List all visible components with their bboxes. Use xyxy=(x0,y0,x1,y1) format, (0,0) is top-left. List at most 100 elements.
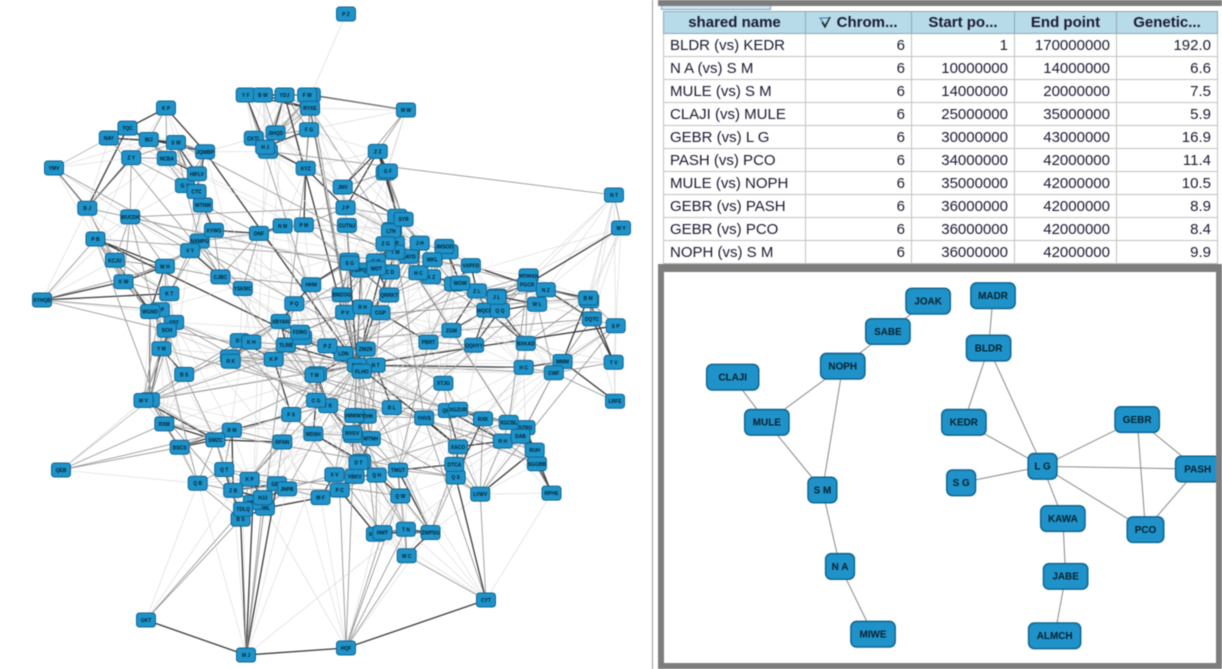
svg-text:R H: R H xyxy=(358,305,367,311)
svg-text:SGGBB: SGGBB xyxy=(528,462,547,468)
svg-text:J H: J H xyxy=(416,241,424,247)
svg-text:LTN: LTN xyxy=(386,229,396,235)
svg-text:TLRB: TLRB xyxy=(279,343,293,349)
svg-text:DAB: DAB xyxy=(515,434,526,440)
svg-text:D T: D T xyxy=(354,461,362,467)
svg-text:BMZOG: BMZOG xyxy=(332,293,351,299)
svg-text:YSKMC: YSKMC xyxy=(234,287,252,293)
svg-text:K H: K H xyxy=(247,340,256,346)
svg-text:S G: S G xyxy=(953,478,970,489)
svg-text:Y F: Y F xyxy=(242,93,250,99)
svg-text:MDSH: MDSH xyxy=(306,432,321,438)
svg-text:JIHQD: JIHQD xyxy=(268,131,284,137)
svg-text:WKL: WKL xyxy=(427,258,438,264)
svg-text:HJJ: HJJ xyxy=(258,496,267,502)
svg-text:NCBA: NCBA xyxy=(160,156,175,162)
svg-text:TDLQ: TDLQ xyxy=(236,507,250,513)
svg-text:G F: G F xyxy=(384,169,392,175)
svg-text:Z L: Z L xyxy=(473,289,481,295)
svg-text:T N: T N xyxy=(402,527,410,533)
svg-text:Q T: Q T xyxy=(220,468,228,474)
svg-text:HHM: HHM xyxy=(306,283,317,289)
svg-text:PCO: PCO xyxy=(1135,525,1157,536)
svg-text:C G: C G xyxy=(312,398,321,404)
svg-text:CTC: CTC xyxy=(191,190,202,196)
svg-text:JQMBP: JQMBP xyxy=(196,150,214,156)
svg-text:VXPFD: VXPFD xyxy=(463,264,480,270)
svg-text:JABE: JABE xyxy=(1052,572,1079,583)
svg-text:RUH: RUH xyxy=(529,448,540,454)
svg-text:M V: M V xyxy=(139,399,149,405)
svg-text:YDJ: YDJ xyxy=(280,93,290,99)
svg-text:CLAJI: CLAJI xyxy=(718,373,747,384)
svg-text:SABE: SABE xyxy=(874,327,902,338)
svg-text:Z Z: Z Z xyxy=(374,149,382,155)
svg-text:ZWPSG: ZWPSG xyxy=(421,531,439,537)
svg-text:Q H: Q H xyxy=(372,473,381,479)
svg-text:B M: B M xyxy=(584,296,593,302)
svg-text:JNV: JNV xyxy=(338,185,348,191)
svg-text:Q B: Q B xyxy=(193,481,202,487)
svg-text:HWT: HWT xyxy=(377,531,388,537)
svg-text:S M: S M xyxy=(814,485,832,496)
svg-text:RXK: RXK xyxy=(478,417,489,423)
svg-text:N A: N A xyxy=(832,562,849,573)
svg-text:B S: B S xyxy=(236,517,245,523)
svg-text:R H: R H xyxy=(498,439,507,445)
svg-text:WGND: WGND xyxy=(142,310,158,316)
svg-text:JNPB: JNPB xyxy=(280,487,294,493)
svg-text:KYZ: KYZ xyxy=(301,166,311,172)
svg-text:CWF: CWF xyxy=(548,371,559,377)
svg-text:MIWE: MIWE xyxy=(860,630,887,641)
svg-text:ZGM: ZGM xyxy=(446,328,457,334)
svg-text:PBRT: PBRT xyxy=(422,340,436,346)
svg-text:MULE: MULE xyxy=(753,418,781,429)
svg-text:RFNN: RFNN xyxy=(275,440,289,446)
svg-text:JOAK: JOAK xyxy=(914,297,942,308)
svg-text:HQF: HQF xyxy=(341,646,352,652)
svg-text:P C: P C xyxy=(336,488,345,494)
svg-text:YHVS: YHVS xyxy=(417,416,431,422)
svg-text:CUTNJ: CUTNJ xyxy=(339,223,356,229)
svg-text:R L: R L xyxy=(388,406,396,412)
svg-text:NAY: NAY xyxy=(104,136,115,142)
svg-text:C D: C D xyxy=(386,270,395,276)
svg-text:P B: P B xyxy=(91,237,100,243)
svg-text:W Y: W Y xyxy=(616,226,626,232)
svg-text:GKT: GKT xyxy=(141,618,152,624)
svg-text:VMWWY: VMWWY xyxy=(344,414,365,420)
svg-text:S G: S G xyxy=(345,261,354,267)
svg-text:KCJU: KCJU xyxy=(108,258,122,264)
svg-text:FLHO: FLHO xyxy=(355,369,369,375)
svg-text:YMV: YMV xyxy=(49,166,61,172)
svg-text:XGZUR: XGZUR xyxy=(449,407,467,413)
svg-text:L G: L G xyxy=(1034,462,1051,473)
svg-text:BIJ: BIJ xyxy=(145,138,153,144)
svg-text:LDN: LDN xyxy=(338,352,349,358)
svg-text:NOPH: NOPH xyxy=(828,362,857,373)
svg-text:X V: X V xyxy=(330,473,339,479)
svg-text:QRRKT: QRRKT xyxy=(380,293,398,299)
svg-text:R K: R K xyxy=(226,359,235,365)
svg-text:XYWG: XYWG xyxy=(206,228,221,234)
svg-text:M F: M F xyxy=(316,496,325,502)
svg-text:MMW: MMW xyxy=(556,360,569,366)
svg-text:XYHQB: XYHQB xyxy=(33,298,51,304)
svg-text:WTNW: WTNW xyxy=(195,203,211,209)
svg-text:BSCS: BSCS xyxy=(173,445,188,451)
svg-text:S P: S P xyxy=(612,324,621,330)
svg-text:Q Q: Q Q xyxy=(495,309,504,315)
svg-text:K W: K W xyxy=(119,280,129,286)
svg-text:P Q: P Q xyxy=(290,302,299,308)
svg-text:J P: J P xyxy=(342,206,350,212)
svg-text:W L: W L xyxy=(533,302,542,308)
svg-text:K P: K P xyxy=(246,477,255,483)
svg-text:WOW: WOW xyxy=(454,281,468,287)
svg-text:JMSOD: JMSOD xyxy=(435,244,453,250)
svg-text:Q W: Q W xyxy=(395,494,405,500)
svg-text:XTJG: XTJG xyxy=(437,381,450,387)
svg-text:Y M: Y M xyxy=(157,347,166,353)
svg-text:FDRO: FDRO xyxy=(293,330,307,336)
svg-text:H C: H C xyxy=(519,365,528,371)
svg-text:TMGT: TMGT xyxy=(391,468,405,474)
